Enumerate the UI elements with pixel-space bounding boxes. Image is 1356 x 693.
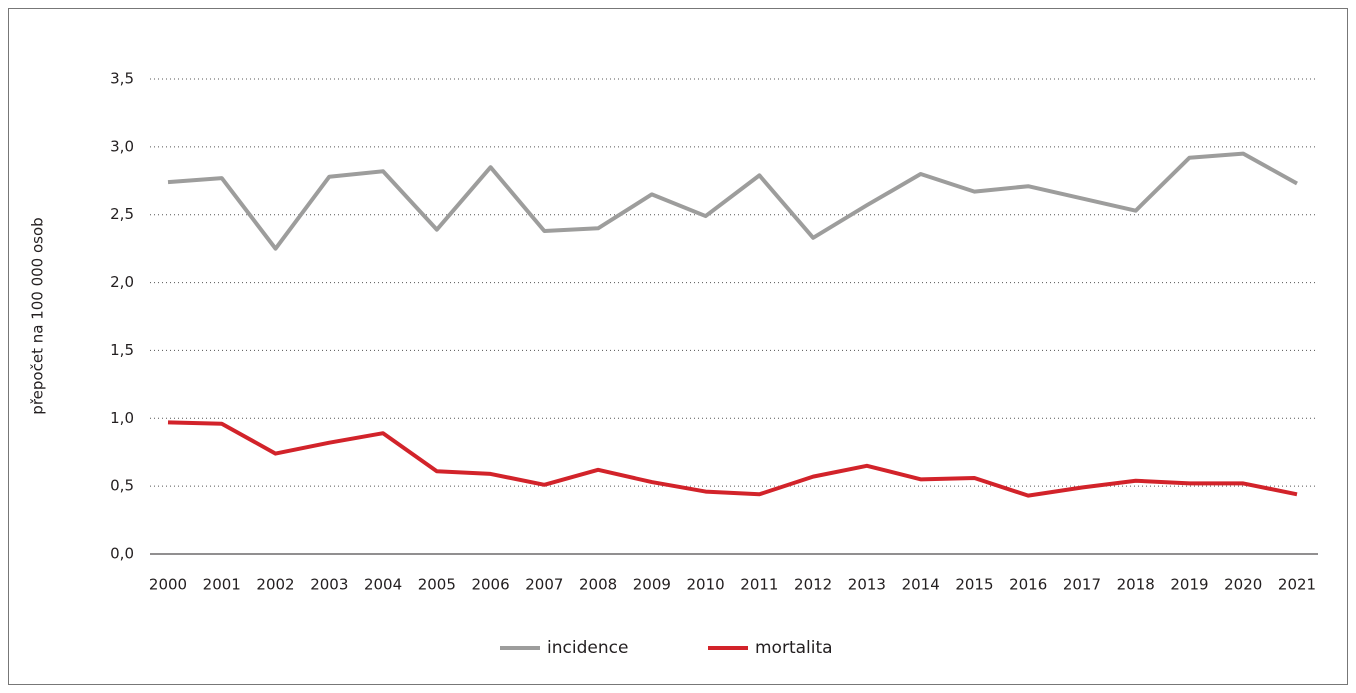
y-tick-label: 1,0 (110, 409, 134, 427)
x-tick-label: 2019 (1170, 576, 1208, 594)
x-tick-label: 2007 (525, 576, 563, 594)
x-tick-label: 2010 (687, 576, 725, 594)
x-tick-label: 2012 (794, 576, 832, 594)
legend-label: mortalita (755, 638, 833, 658)
x-tick-label: 2014 (902, 576, 940, 594)
y-tick-label: 0,0 (110, 545, 134, 563)
x-tick-label: 2003 (310, 576, 348, 594)
x-tick-label: 2013 (848, 576, 886, 594)
x-tick-label: 2021 (1278, 576, 1316, 594)
frame (8, 8, 1348, 685)
y-axis-label: přepočet na 100 000 osob (29, 217, 47, 414)
line-series (167, 420, 1298, 498)
y-tick-label: 1,5 (110, 341, 134, 359)
x-tick-label: 2017 (1063, 576, 1101, 594)
line-series (167, 151, 1298, 251)
x-tick-label: 2002 (256, 576, 294, 594)
y-tick-label: 3,0 (110, 137, 134, 155)
x-tick-label: 2020 (1224, 576, 1262, 594)
x-tick-label: 2005 (418, 576, 456, 594)
x-tick-label: 2009 (633, 576, 671, 594)
x-tick-label: 2008 (579, 576, 617, 594)
y-tick-label: 3,5 (110, 70, 134, 88)
x-tick-label: 2015 (955, 576, 993, 594)
x-tick-label: 2000 (149, 576, 187, 594)
y-tick-label: 2,0 (110, 273, 134, 291)
y-tick-label: 0,5 (110, 477, 134, 495)
x-tick-label: 2006 (471, 576, 509, 594)
x-tick-label: 2001 (203, 576, 241, 594)
x-tick-label: 2018 (1117, 576, 1155, 594)
legend-label: incidence (547, 638, 628, 658)
x-tick-label: 2004 (364, 576, 402, 594)
x-tick-label: 2016 (1009, 576, 1047, 594)
y-tick-label: 2,5 (110, 205, 134, 223)
x-tick-label: 2011 (740, 576, 778, 594)
